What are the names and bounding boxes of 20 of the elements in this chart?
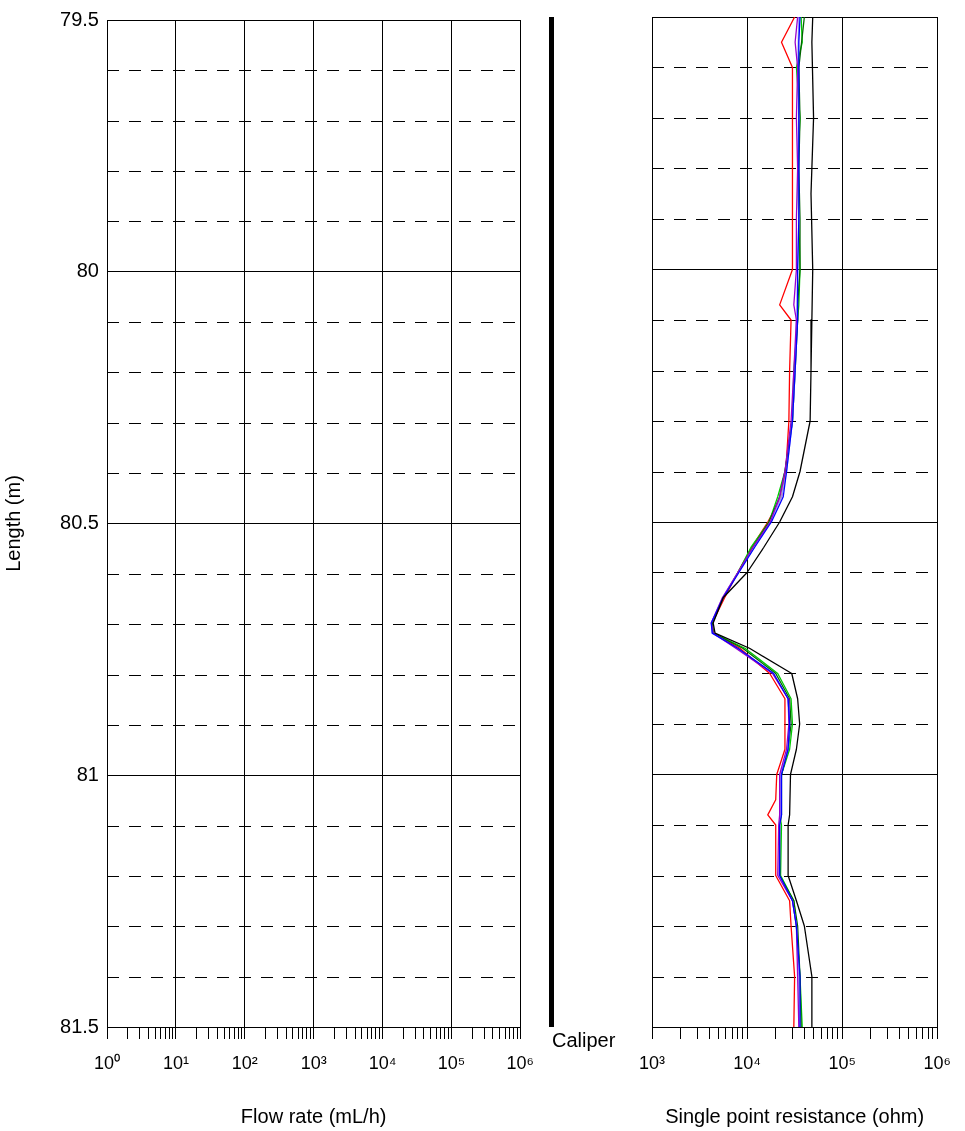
y-tick-label: 81.5	[60, 1014, 99, 1037]
x-tick-label: 10¹	[162, 1052, 189, 1073]
x-tick-label: 10⁶	[506, 1052, 534, 1073]
x-tick-label: 10⁶	[923, 1052, 951, 1073]
y-axis-title: Length (m)	[1, 475, 24, 572]
text: Caliper	[552, 1028, 616, 1051]
y-tick-label: 81	[76, 762, 99, 785]
x-tick-label: 10³	[300, 1052, 327, 1073]
x-tick-label: 10⁴	[368, 1052, 397, 1073]
x-tick-label: 10³	[638, 1052, 666, 1073]
x-axis-title: Single point resistance (ohm)	[665, 1104, 925, 1127]
y-tick-label: 80	[76, 259, 99, 282]
x-tick-label: 10²	[231, 1052, 258, 1073]
y-tick-label: 80.5	[60, 511, 99, 534]
y-tick-label: 79.5	[60, 7, 99, 30]
x-axis-title: Flow rate (mL/h)	[240, 1104, 387, 1127]
x-tick-label: 10⁴	[733, 1052, 761, 1073]
x-tick-label: 10⁵	[437, 1052, 466, 1073]
x-tick-label: 10⁰	[93, 1052, 121, 1073]
x-tick-label: 10⁵	[828, 1052, 856, 1073]
